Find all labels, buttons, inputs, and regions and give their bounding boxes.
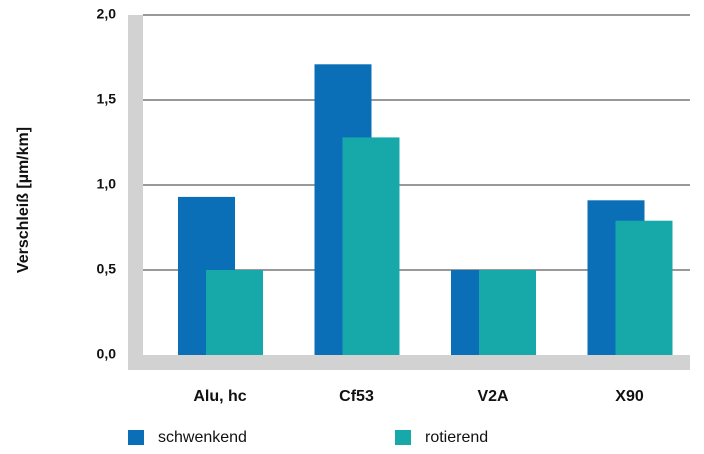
y-axis <box>128 15 143 370</box>
y-tick-label: 0,0 <box>97 346 117 362</box>
y-tick-label: 0,5 <box>97 261 117 277</box>
bar <box>206 270 263 355</box>
bar <box>615 220 673 355</box>
legend-label: schwenkend <box>158 429 247 446</box>
x-axis <box>128 355 690 370</box>
y-axis-title: Verschleiß [µm/km] <box>15 127 32 273</box>
x-tick-label: V2A <box>477 388 509 405</box>
x-tick-label: Alu, hc <box>193 388 246 405</box>
legend-swatch <box>128 430 144 445</box>
bar <box>479 270 536 355</box>
x-tick-label: X90 <box>615 388 644 405</box>
legend-swatch <box>395 430 411 445</box>
bar <box>342 137 400 355</box>
x-tick-label: Cf53 <box>339 388 374 405</box>
y-tick-label: 1,5 <box>97 91 117 107</box>
y-tick-label: 2,0 <box>97 6 117 22</box>
legend-label: rotierend <box>425 429 488 446</box>
y-tick-label: 1,0 <box>97 176 117 192</box>
